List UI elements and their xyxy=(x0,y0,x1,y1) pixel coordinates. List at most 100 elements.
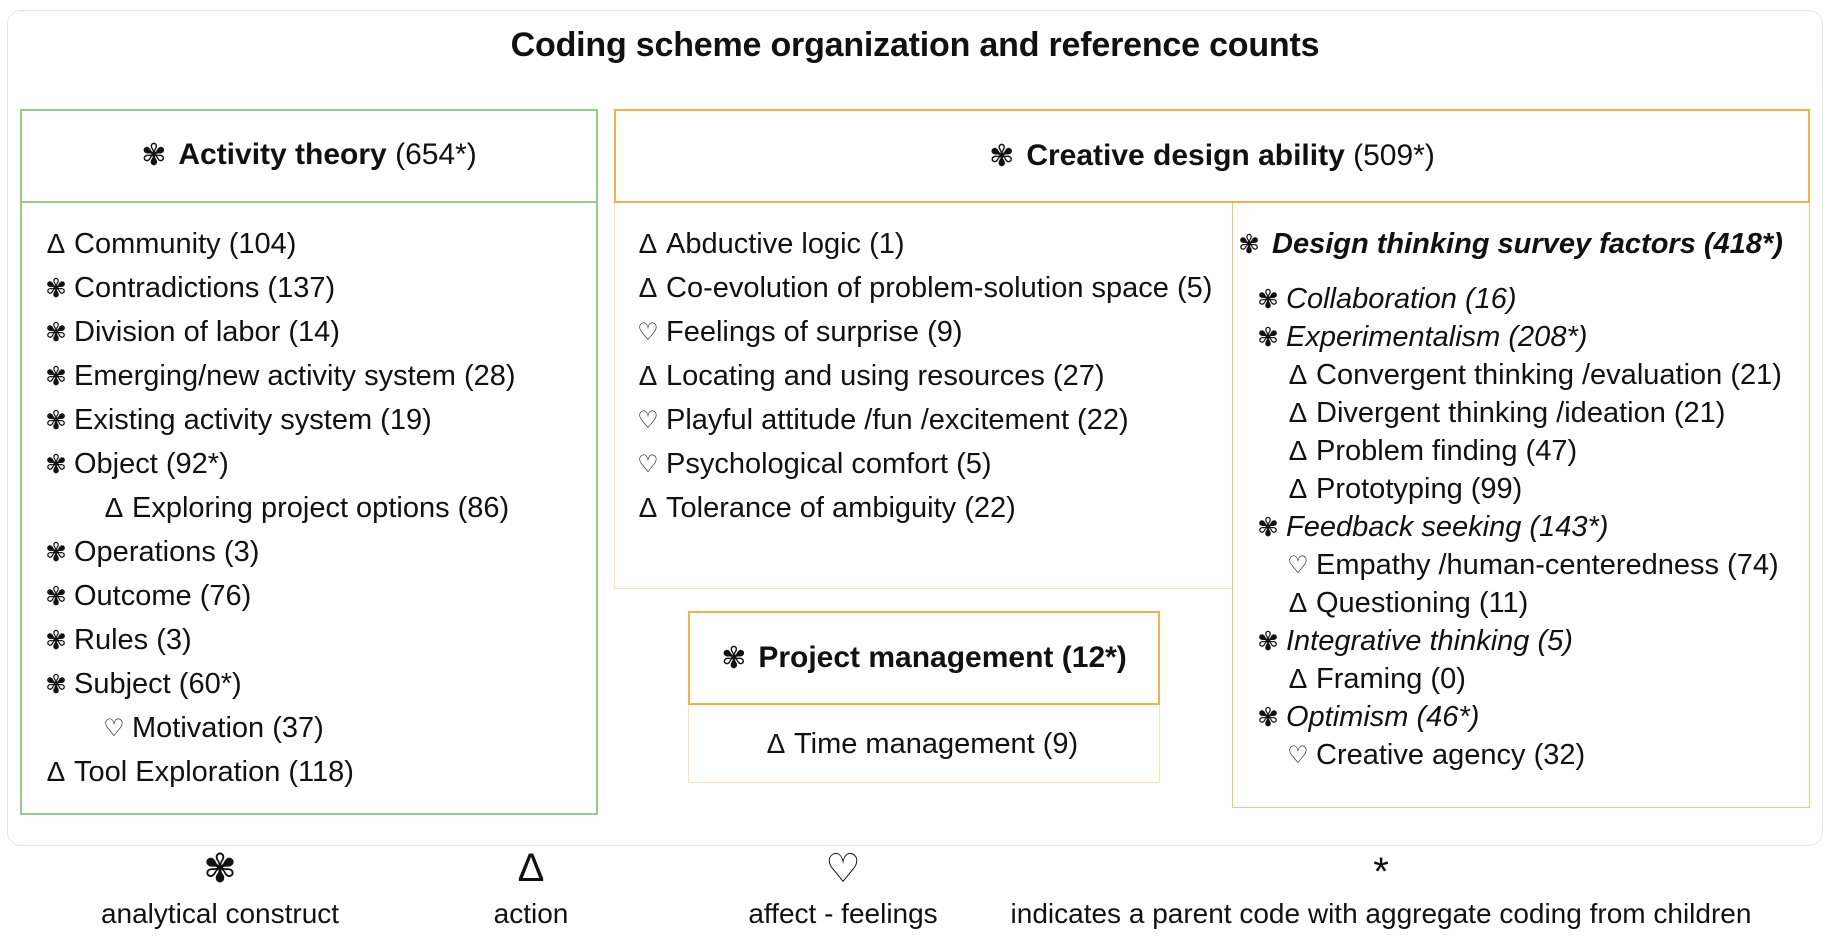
creative-design-name: Creative design ability xyxy=(1026,139,1345,172)
construct-icon: ✾ xyxy=(45,536,67,567)
construct-icon: ✾ xyxy=(45,580,67,611)
action-icon: Δ xyxy=(638,492,658,523)
code-item: ♡ Motivation (37) xyxy=(96,706,324,750)
construct-icon: ✾ xyxy=(45,448,67,479)
construct-icon: ✾ xyxy=(721,641,747,675)
code-item: ♡ Creative agency (32) xyxy=(1280,736,1585,774)
code-label: Division of labor (14) xyxy=(74,315,340,348)
code-item: Δ Co-evolution of problem-solution space … xyxy=(630,266,1213,310)
activity-theory-header: ✾ Activity theory (654*) xyxy=(20,109,598,203)
creative-design-box xyxy=(614,109,1810,203)
construct-icon: ✾ xyxy=(1257,283,1279,314)
legend-affect-icon: ♡ xyxy=(825,847,861,891)
code-item: ✾ Outcome (76) xyxy=(38,574,251,618)
creative-design-header: ✾ Creative design ability (509*) xyxy=(614,109,1810,203)
action-icon: Δ xyxy=(638,228,658,259)
affect-icon: ♡ xyxy=(637,406,659,434)
code-item: Δ Divergent thinking /ideation (21) xyxy=(1280,394,1726,432)
code-label: Time management (9) xyxy=(794,727,1079,760)
code-item: Δ Questioning (11) xyxy=(1280,584,1529,622)
code-label: Creative agency (32) xyxy=(1316,738,1586,771)
code-item: ✾ Existing activity system (19) xyxy=(38,398,432,442)
activity-theory-name: Activity theory xyxy=(178,138,387,171)
construct-icon: ✾ xyxy=(141,138,167,172)
code-item: ✾ Integrative thinking (5) xyxy=(1250,622,1573,660)
code-label: Tool Exploration (118) xyxy=(74,755,354,788)
construct-icon: ✾ xyxy=(1257,701,1279,732)
code-label: Divergent thinking /ideation (21) xyxy=(1316,396,1726,429)
construct-icon: ✾ xyxy=(45,316,67,347)
code-label: Collaboration (16) xyxy=(1286,282,1517,315)
code-item: ✾ Contradictions (137) xyxy=(38,266,335,310)
code-item: Δ Prototyping (99) xyxy=(1280,470,1523,508)
legend-aggregate-icon: * xyxy=(1373,850,1389,894)
code-label: Co-evolution of problem-solution space (… xyxy=(666,271,1213,304)
code-label: Feelings of surprise (9) xyxy=(666,315,963,348)
code-label: Community (104) xyxy=(74,227,297,260)
project-management-items-box xyxy=(688,705,1160,783)
code-item: Δ Time management (9) xyxy=(758,722,1079,766)
project-management-name: Project management xyxy=(758,641,1054,674)
code-item: ✾ Optimism (46*) xyxy=(1250,698,1479,736)
action-icon: Δ xyxy=(1288,397,1308,428)
code-item: ✾ Subject (60*) xyxy=(38,662,242,706)
affect-icon: ♡ xyxy=(1287,741,1309,769)
construct-icon: ✾ xyxy=(45,668,67,699)
code-item: ✾ Rules (3) xyxy=(38,618,192,662)
code-item: ♡ Empathy /human-centeredness (74) xyxy=(1280,546,1778,584)
code-label: Operations (3) xyxy=(74,535,260,568)
project-management-header-box xyxy=(688,611,1160,705)
code-item: ✾ Collaboration (16) xyxy=(1250,280,1517,318)
code-label: Subject (60*) xyxy=(74,667,242,700)
legend-construct-label: analytical construct xyxy=(100,898,340,929)
action-icon: Δ xyxy=(46,228,66,259)
code-item: ♡ Psychological comfort (5) xyxy=(630,442,992,486)
code-item: ✾ Feedback seeking (143*) xyxy=(1250,508,1608,546)
code-label: Playful attitude /fun /excitement (22) xyxy=(666,403,1129,436)
design-thinking-header: ✾ Design thinking survey factors (418*) xyxy=(1234,222,1783,266)
legend-affect-label: affect - feelings xyxy=(748,898,938,929)
code-item: Δ Problem finding (47) xyxy=(1280,432,1578,470)
code-label: Experimentalism (208*) xyxy=(1286,320,1588,353)
design-thinking-box xyxy=(1232,203,1810,808)
construct-icon: ✾ xyxy=(45,360,67,391)
code-label: Convergent thinking /evaluation (21) xyxy=(1316,358,1782,391)
diagram-frame xyxy=(7,10,1823,846)
code-label: Problem finding (47) xyxy=(1316,434,1578,467)
code-item: ✾ Emerging/new activity system (28) xyxy=(38,354,516,398)
code-label: Exploring project options (86) xyxy=(132,491,510,524)
project-management-count: (12*) xyxy=(1061,641,1127,674)
code-label: Object (92*) xyxy=(74,447,229,480)
construct-icon: ✾ xyxy=(1238,228,1260,259)
code-label: Tolerance of ambiguity (22) xyxy=(666,491,1016,524)
code-label: Psychological comfort (5) xyxy=(666,447,992,480)
code-item: Δ Tool Exploration (118) xyxy=(38,750,354,794)
construct-icon: ✾ xyxy=(989,139,1015,173)
code-label: Optimism (46*) xyxy=(1286,700,1480,733)
project-management-header: ✾ Project management (12*) xyxy=(688,611,1160,705)
action-icon: Δ xyxy=(1288,663,1308,694)
action-icon: Δ xyxy=(104,492,124,523)
code-item: ✾ Object (92*) xyxy=(38,442,229,486)
code-item: Δ Convergent thinking /evaluation (21) xyxy=(1280,356,1782,394)
code-label: Outcome (76) xyxy=(74,579,252,612)
action-icon: Δ xyxy=(46,756,66,787)
code-item: ♡ Playful attitude /fun /excitement (22) xyxy=(630,398,1129,442)
construct-icon: ✾ xyxy=(45,624,67,655)
activity-theory-box xyxy=(20,109,598,815)
affect-icon: ♡ xyxy=(103,714,125,742)
action-icon: Δ xyxy=(638,272,658,303)
affect-icon: ♡ xyxy=(637,450,659,478)
construct-icon: ✾ xyxy=(1257,511,1279,542)
code-label: Locating and using resources (27) xyxy=(666,359,1105,392)
code-item: ✾ Experimentalism (208*) xyxy=(1250,318,1587,356)
construct-icon: ✾ xyxy=(45,272,67,303)
code-item: ✾ Division of labor (14) xyxy=(38,310,340,354)
code-label: Existing activity system (19) xyxy=(74,403,432,436)
code-item: Δ Framing (0) xyxy=(1280,660,1466,698)
diagram-title: Coding scheme organization and reference… xyxy=(510,26,1320,64)
action-icon: Δ xyxy=(766,728,786,759)
legend-aggregate-label: indicates a parent code with aggregate c… xyxy=(1010,898,1752,929)
code-label: Motivation (37) xyxy=(132,711,324,744)
code-label: Abductive logic (1) xyxy=(666,227,905,260)
